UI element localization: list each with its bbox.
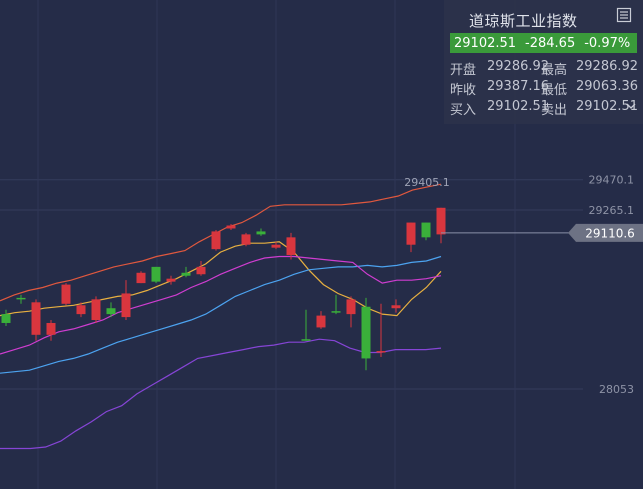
candle-body-5 [76, 305, 86, 315]
candle-body-23 [346, 299, 356, 315]
prev-close-label: 昨收 [450, 83, 477, 98]
candle-body-10 [151, 266, 161, 282]
quote-bar: 29102.51 -284.65 -0.97% [450, 33, 637, 53]
candle-body-14 [211, 231, 221, 250]
candle-body-2 [31, 302, 41, 335]
ma-line-4 [0, 338, 442, 450]
candle-body-3 [46, 322, 56, 335]
ma-line-0 [0, 183, 442, 302]
info-row-bid-ask: 买入 29102.51 卖出 29102.51 [450, 97, 643, 118]
ma-line-2 [0, 255, 442, 374]
candle-body-6 [91, 299, 101, 321]
info-row-prevclose-low: 昨收 29387.16 最低 29063.36 [450, 77, 643, 98]
candlesticks [1, 207, 446, 371]
price-change-percent: -0.97% [584, 35, 631, 51]
candle-body-8 [121, 293, 131, 318]
current-price-label: 29110.6 [585, 226, 635, 240]
current-price-tag [568, 223, 643, 242]
candle-body-4 [61, 284, 71, 304]
open-label: 开盘 [450, 63, 477, 78]
candle-body-19 [286, 237, 296, 256]
bid-label: 买入 [450, 103, 477, 118]
price-change: -284.65 [525, 35, 576, 51]
index-title: 道琼斯工业指数 [469, 12, 578, 30]
candle-body-11 [166, 278, 176, 282]
low-value: 29063.36 [576, 79, 639, 94]
open-value: 29286.92 [487, 59, 550, 74]
candle-body-25 [376, 351, 386, 353]
info-row-open-high: 开盘 29286.92 最高 29286.92 [450, 57, 643, 78]
quote-info-panel: 道琼斯工业指数 29102.51 -284.65 -0.97% 开盘 29286… [444, 0, 643, 124]
high-label: 最高 [541, 63, 568, 78]
candle-body-13 [196, 266, 206, 275]
candle-body-28 [421, 222, 431, 238]
candle-body-1 [16, 297, 26, 300]
menu-list-icon[interactable] [616, 7, 632, 23]
axis-tick-label-1: 29265.1 [589, 204, 635, 217]
candle-body-26 [391, 305, 401, 309]
candle-body-18 [271, 244, 281, 248]
candle-body-29 [436, 207, 446, 235]
price-axis: 29470.1 29265.1 28053 29405.1 29110.6 [404, 174, 643, 396]
candle-body-24 [361, 306, 371, 359]
candle-body-0 [1, 314, 11, 323]
candle-body-12 [181, 272, 191, 276]
prev-close-value: 29387.16 [487, 79, 550, 94]
candle-body-17 [256, 231, 266, 235]
candle-body-20 [301, 339, 311, 341]
last-price: 29102.51 [454, 35, 517, 51]
bid-value: 29102.51 [487, 99, 550, 114]
candle-body-16 [241, 234, 251, 245]
low-label: 最低 [541, 83, 568, 98]
high-annotation: 29405.1 [404, 176, 450, 189]
candle-body-7 [106, 308, 116, 315]
moving-average-lines [0, 183, 442, 450]
candle-body-15 [226, 225, 236, 229]
chevron-down-icon[interactable] [626, 102, 636, 110]
candle-body-21 [316, 315, 326, 328]
candle-body-22 [331, 311, 341, 313]
axis-tick-label-0: 29470.1 [589, 174, 635, 187]
axis-tick-label-2: 28053 [599, 383, 634, 396]
candle-body-9 [136, 272, 146, 284]
candle-body-27 [406, 222, 416, 245]
ma-line-3 [0, 255, 442, 355]
ask-value: 29102.51 [576, 99, 639, 114]
high-value: 29286.92 [576, 59, 639, 74]
ask-label: 卖出 [541, 103, 568, 118]
